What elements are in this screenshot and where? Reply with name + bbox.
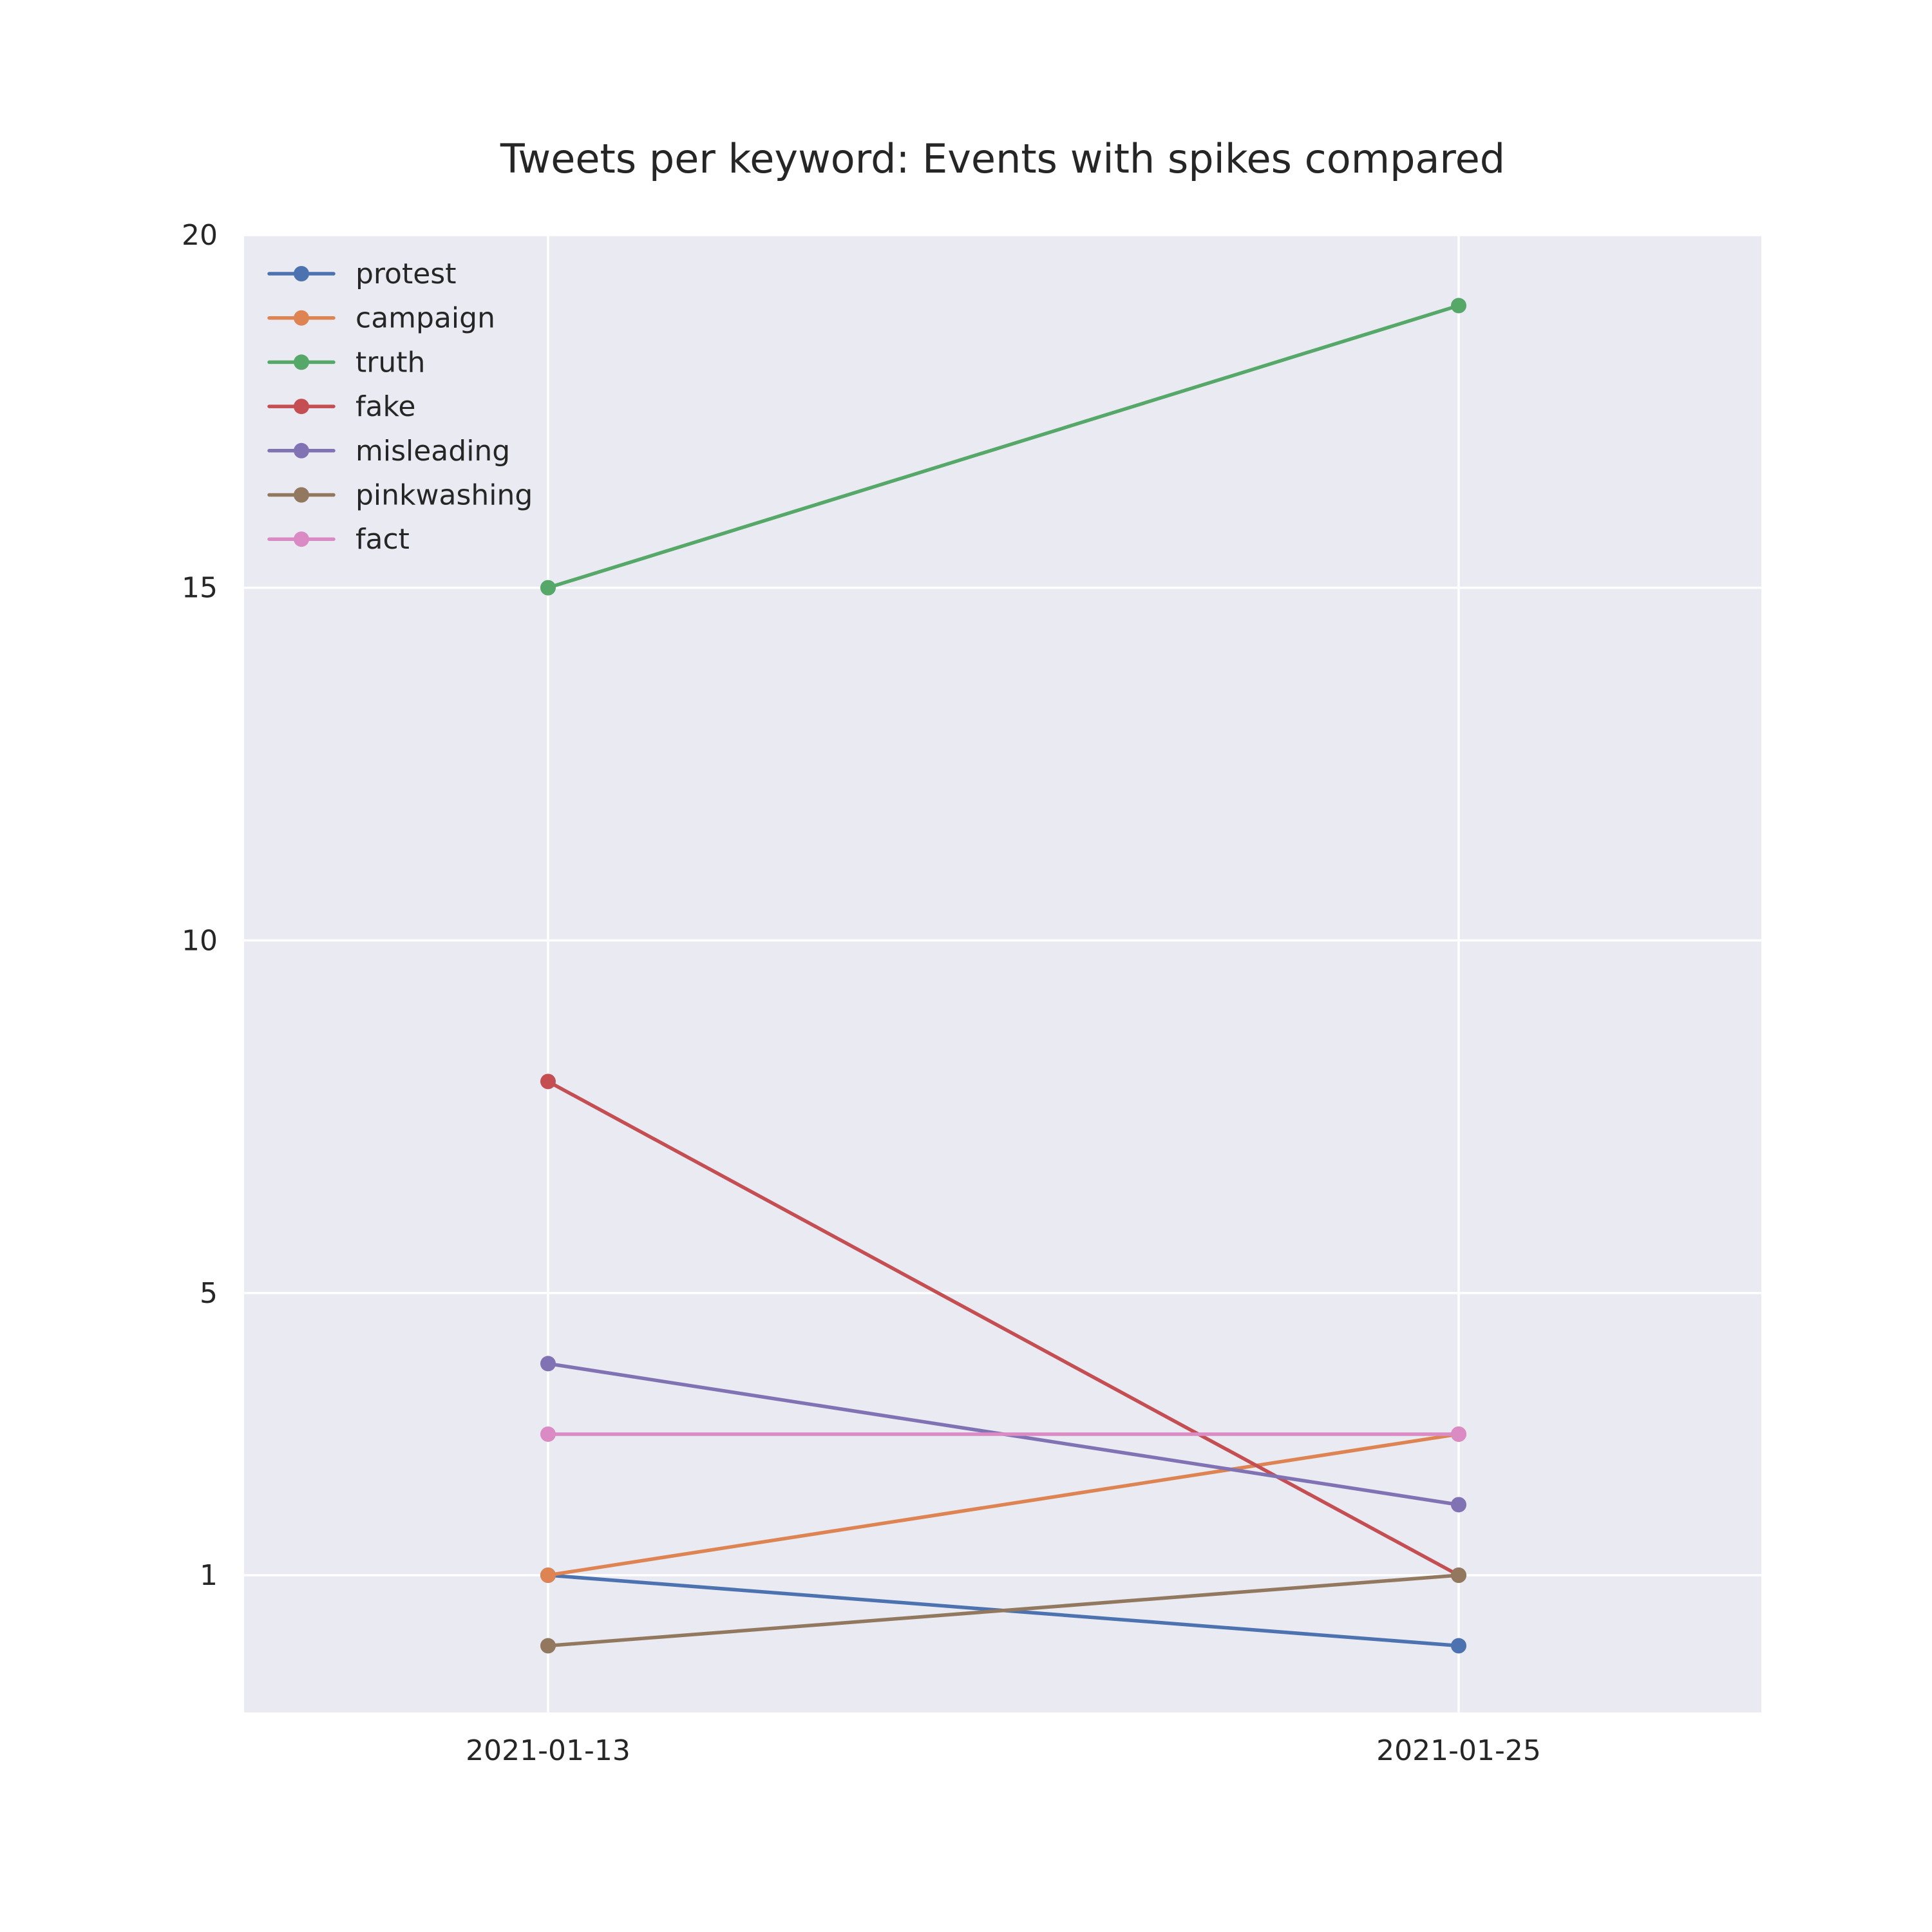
data-point-misleading: [540, 1356, 556, 1372]
series-points: [540, 298, 1466, 1654]
plot-area: [244, 235, 1761, 1712]
data-point-pinkwashing: [540, 1638, 556, 1654]
data-point-fact: [1451, 1426, 1466, 1442]
data-point-truth: [540, 580, 556, 596]
y-tick-label: 1: [200, 1559, 218, 1592]
legend-dot-marker: [294, 310, 309, 326]
legend-dot-marker: [294, 531, 309, 547]
data-point-misleading: [1451, 1497, 1466, 1513]
legend-label: misleading: [355, 435, 510, 468]
legend-item-misleading: misleading: [267, 435, 510, 468]
y-tick-label: 15: [182, 572, 218, 605]
legend-item-protest: protest: [267, 258, 456, 290]
x-tick-label: 2021-01-13: [466, 1734, 630, 1767]
data-point-protest: [1451, 1638, 1466, 1654]
legend: protest campaign truth fake misleading pinkwa…: [267, 258, 533, 556]
grid: [244, 234, 1761, 1712]
legend-dot-marker: [294, 487, 309, 503]
legend-label: protest: [355, 258, 456, 290]
legend-label: fake: [355, 390, 415, 423]
legend-label: campaign: [355, 302, 495, 335]
series-line-campaign: [546, 1432, 1461, 1577]
data-point-fake: [540, 1074, 556, 1090]
chart-title: Tweets per keyword: Events with spikes c…: [500, 135, 1505, 182]
data-point-pinkwashing: [1451, 1567, 1466, 1583]
data-point-fact: [540, 1426, 556, 1442]
legend-item-fake: fake: [267, 390, 415, 423]
legend-dot-marker: [294, 399, 309, 415]
series-lines: [546, 303, 1461, 1648]
legend-label: truth: [355, 346, 425, 379]
legend-dot-marker: [294, 266, 309, 281]
y-tick-label: 10: [182, 924, 218, 957]
x-tick-label: 2021-01-25: [1376, 1734, 1541, 1767]
data-point-campaign: [540, 1567, 556, 1583]
series-line-pinkwashing: [546, 1573, 1461, 1648]
legend-dot-marker: [294, 442, 309, 459]
legend-item-campaign: campaign: [267, 302, 495, 335]
series-line-fake: [546, 1079, 1461, 1577]
legend-item-pinkwashing: pinkwashing: [267, 479, 533, 512]
y-tick-label: 5: [200, 1277, 218, 1310]
legend-item-fact: fact: [267, 523, 410, 556]
legend-label: fact: [355, 523, 410, 556]
legend-label: pinkwashing: [355, 479, 533, 512]
x-axis-ticks: 2021-01-13 2021-01-25: [466, 1734, 1541, 1767]
series-line-truth: [546, 303, 1461, 590]
legend-item-truth: truth: [267, 346, 425, 379]
y-tick-label: 20: [182, 219, 218, 252]
legend-dot-marker: [294, 354, 309, 370]
data-point-truth: [1451, 298, 1466, 314]
